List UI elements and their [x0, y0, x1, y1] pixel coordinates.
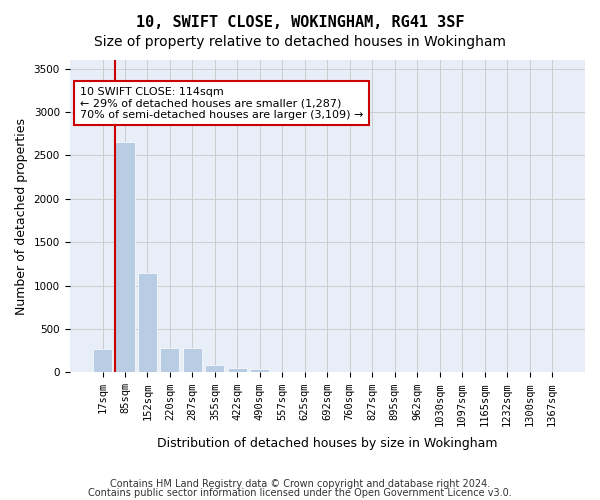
- Bar: [228, 368, 247, 372]
- Bar: [160, 348, 179, 372]
- Bar: [93, 349, 112, 372]
- Bar: [205, 364, 224, 372]
- Bar: [115, 142, 134, 372]
- Y-axis label: Number of detached properties: Number of detached properties: [15, 118, 28, 314]
- Bar: [250, 369, 269, 372]
- Text: 10 SWIFT CLOSE: 114sqm
← 29% of detached houses are smaller (1,287)
70% of semi-: 10 SWIFT CLOSE: 114sqm ← 29% of detached…: [80, 86, 363, 120]
- Text: Size of property relative to detached houses in Wokingham: Size of property relative to detached ho…: [94, 35, 506, 49]
- X-axis label: Distribution of detached houses by size in Wokingham: Distribution of detached houses by size …: [157, 437, 497, 450]
- Bar: [138, 272, 157, 372]
- Text: 10, SWIFT CLOSE, WOKINGHAM, RG41 3SF: 10, SWIFT CLOSE, WOKINGHAM, RG41 3SF: [136, 15, 464, 30]
- Text: Contains public sector information licensed under the Open Government Licence v3: Contains public sector information licen…: [88, 488, 512, 498]
- Text: Contains HM Land Registry data © Crown copyright and database right 2024.: Contains HM Land Registry data © Crown c…: [110, 479, 490, 489]
- Bar: [183, 348, 202, 372]
